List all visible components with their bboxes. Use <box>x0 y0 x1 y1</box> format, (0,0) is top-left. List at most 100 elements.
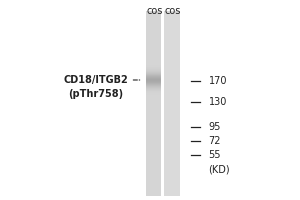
Bar <box>146 27 161 28</box>
Bar <box>146 36 161 37</box>
Bar <box>146 41 161 42</box>
Bar <box>146 134 161 135</box>
Bar <box>146 74 161 75</box>
Bar <box>146 192 161 193</box>
Bar <box>146 173 161 174</box>
Bar <box>146 29 161 30</box>
Bar <box>146 97 161 98</box>
Bar <box>146 42 161 43</box>
Bar <box>146 89 161 90</box>
Bar <box>146 40 161 41</box>
Bar <box>146 54 161 55</box>
Bar <box>146 174 161 175</box>
Bar <box>146 75 161 76</box>
Bar <box>146 178 161 179</box>
Bar <box>146 188 161 189</box>
Bar <box>146 182 161 183</box>
Bar <box>146 78 161 79</box>
Bar <box>146 11 161 12</box>
Bar <box>146 184 161 185</box>
Bar <box>146 107 161 108</box>
Bar <box>146 25 161 26</box>
Bar <box>146 92 161 93</box>
Bar <box>146 62 161 63</box>
Bar <box>146 95 161 96</box>
Bar <box>146 56 161 57</box>
Bar <box>146 101 161 102</box>
Bar <box>146 155 161 156</box>
Bar <box>146 45 161 46</box>
Bar <box>146 126 161 127</box>
Bar <box>146 64 161 65</box>
Bar <box>146 22 161 23</box>
Bar <box>146 150 161 151</box>
Bar <box>146 35 161 36</box>
Bar <box>146 88 161 89</box>
Bar <box>146 161 161 162</box>
Bar <box>146 125 161 126</box>
Text: cos: cos <box>146 6 163 16</box>
Bar <box>146 63 161 64</box>
Bar <box>146 51 161 52</box>
Bar <box>146 73 161 74</box>
Bar <box>146 39 161 40</box>
Bar <box>146 86 161 87</box>
Bar <box>146 84 161 85</box>
Bar <box>146 106 161 107</box>
Bar <box>146 175 161 176</box>
Bar <box>146 49 161 50</box>
Bar <box>146 128 161 129</box>
Text: 170: 170 <box>208 76 227 86</box>
Bar <box>146 77 161 78</box>
Bar <box>146 152 161 153</box>
Bar <box>146 43 161 44</box>
Bar <box>146 169 161 170</box>
Bar <box>146 98 161 99</box>
Bar <box>146 30 161 31</box>
Bar <box>146 15 161 16</box>
Bar <box>146 96 161 97</box>
Bar <box>146 137 161 138</box>
Bar <box>146 136 161 137</box>
Bar <box>146 181 161 182</box>
Bar <box>146 21 161 22</box>
Bar <box>146 172 161 173</box>
Bar <box>146 143 161 144</box>
Bar <box>146 47 161 48</box>
Bar <box>146 176 161 177</box>
Bar <box>146 48 161 49</box>
Bar <box>146 69 161 70</box>
Bar <box>146 32 161 33</box>
Bar <box>146 65 161 66</box>
Text: (KD): (KD) <box>208 164 230 174</box>
Text: 72: 72 <box>208 136 221 146</box>
Bar <box>146 138 161 139</box>
Bar <box>146 26 161 27</box>
Bar <box>146 58 161 59</box>
Bar <box>146 191 161 192</box>
Bar <box>146 53 161 54</box>
Bar <box>146 185 161 186</box>
Bar <box>146 13 161 14</box>
Bar <box>146 121 161 122</box>
Bar <box>146 113 161 114</box>
Bar <box>146 29 161 30</box>
Bar <box>146 140 161 141</box>
Text: 130: 130 <box>208 97 227 107</box>
Bar <box>146 57 161 58</box>
Bar <box>146 23 161 24</box>
Bar <box>146 68 161 69</box>
Bar <box>146 66 161 67</box>
Bar <box>146 111 161 112</box>
Bar <box>146 119 161 120</box>
Bar <box>146 81 161 82</box>
Bar <box>146 20 161 21</box>
Bar <box>146 183 161 184</box>
Bar <box>146 131 161 132</box>
Text: (pThr758): (pThr758) <box>68 89 124 99</box>
Bar <box>146 91 161 92</box>
Bar <box>146 186 161 187</box>
Bar <box>146 12 161 13</box>
Bar <box>146 17 161 18</box>
Bar <box>146 177 161 178</box>
